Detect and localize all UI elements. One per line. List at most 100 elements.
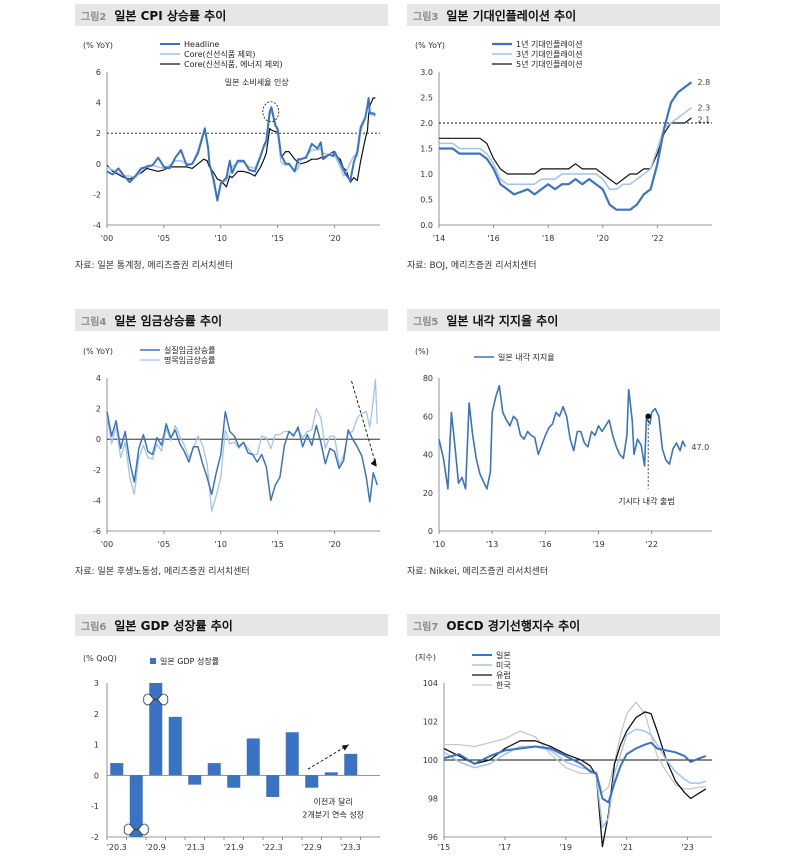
fig6-xtick-label: '20.9 [146, 843, 166, 852]
fig2-xtick-label: '15 [271, 234, 283, 243]
fig6-bar [129, 775, 143, 837]
fig7-xtick-label: '15 [438, 843, 450, 852]
fig7-legend-label: 미국 [496, 661, 511, 670]
fig2-xtick-label: '05 [158, 234, 170, 243]
fig6-header: 그림6 일본 GDP 성장률 추이 [75, 614, 388, 636]
fig6-trend-arrow-head [341, 744, 349, 751]
fig4-xtick-label: '20 [328, 540, 340, 549]
fig5-xtick-label: '10 [433, 540, 445, 549]
fig4-ytick-label: 2 [96, 405, 101, 414]
fig3-ytick-label: 0.0 [420, 221, 433, 230]
fig7-series-line [443, 711, 707, 848]
fig2-ylabel: (% YoY) [83, 41, 113, 50]
fig3-series-line [439, 81, 693, 211]
fig6-bar [168, 716, 182, 776]
fig6-ytick-label: -1 [91, 802, 99, 811]
fig7-legend-label: 유럽 [496, 671, 511, 680]
fig2-ytick-label: 0 [96, 160, 101, 169]
fig2-number: 그림2 [81, 11, 107, 23]
fig6-xtick-label: '23.3 [341, 843, 361, 852]
fig4-xtick-label: '05 [158, 540, 170, 549]
fig5-ytick-label: 40 [423, 451, 433, 460]
fig6-bar [266, 775, 280, 797]
fig6-ytick-label: 3 [94, 679, 99, 688]
fig4-source: 자료: 일본 후생노동성, 메리츠증권 리서치센터 [75, 567, 250, 577]
fig3-ytick-label: 1.5 [420, 145, 433, 154]
fig2-title: 일본 CPI 상승률 추이 [114, 8, 227, 23]
fig2-series-line [106, 97, 376, 202]
fig2-ytick-label: -4 [93, 221, 101, 230]
fig5-end-value-label: 47.0 [691, 443, 709, 452]
fig2-source: 자료: 일본 통계청, 메리츠증권 리서치센터 [75, 261, 234, 271]
fig4-ytick-label: -4 [93, 496, 101, 505]
fig3-xtick-label: '20 [597, 234, 609, 243]
fig6-ylabel: (% QoQ) [83, 654, 117, 663]
fig5-legend-label: 일본 내각 지지율 [498, 352, 555, 362]
fig2-legend-label: Core(신선식품 제외) [184, 49, 255, 59]
fig2-xtick-label: '10 [215, 234, 227, 243]
fig4-chart: (% YoY) -6 -4 -2 0 2 4 '00 '05 '10 '15 '20 실질임금상승률명목… [83, 345, 380, 549]
fig6-legend-label: 일본 GDP 성장률 [160, 656, 219, 666]
fig5-number: 그림5 [413, 316, 439, 328]
fig2-series-line [106, 97, 376, 188]
fig6-annotation-text: 이전과 달리 [314, 797, 353, 807]
fig7-series-line [443, 741, 707, 804]
fig6-title: 일본 GDP 성장률 추이 [114, 618, 233, 633]
fig7-ytick-label: 100 [423, 756, 438, 765]
fig7-ytick-label: 102 [423, 718, 438, 727]
fig6-bar [188, 775, 202, 785]
fig6-bar [207, 763, 221, 776]
fig2-legend-label: Headline [184, 40, 219, 49]
fig3-header: 그림3 일본 기대인플레이션 추이 [407, 4, 720, 26]
fig3-xtick-label: '22 [651, 234, 663, 243]
fig3-legend-label: 1년 기대인플레이션 [516, 39, 583, 49]
fig6-xtick-label: '22.3 [263, 843, 283, 852]
fig6-axis-break-marker [123, 823, 149, 836]
fig6-bar [149, 683, 163, 776]
fig4-legend-label: 명목임금상승률 [164, 355, 216, 365]
fig4-title: 일본 임금상승률 추이 [114, 313, 223, 328]
fig3-end-value-label: 2.1 [698, 115, 711, 124]
fig7-legend-label: 일본 [496, 651, 511, 660]
fig7-xtick-label: '19 [560, 843, 572, 852]
fig2-ytick-label: -2 [93, 190, 101, 199]
fig5-title: 일본 내각 지지율 추이 [446, 313, 559, 328]
fig4-ytick-label: -6 [93, 527, 101, 536]
fig6-number: 그림6 [81, 621, 107, 633]
fig4-number: 그림4 [81, 316, 107, 328]
fig3-end-value-label: 2.3 [698, 104, 711, 113]
fig5-xtick-label: '22 [646, 540, 658, 549]
fig6-bar [344, 753, 358, 776]
fig7-legend-label: 한국 [496, 681, 511, 690]
fig6-legend-swatch [150, 658, 156, 664]
fig3-source: 자료: BOJ, 메리츠증권 리서치센터 [407, 261, 537, 271]
fig3-ytick-label: 3.0 [420, 68, 433, 77]
fig6-xtick-label: '22.9 [302, 843, 322, 852]
fig4-xtick-label: '00 [101, 540, 113, 549]
fig4-header: 그림4 일본 임금상승률 추이 [75, 309, 388, 331]
fig2-annotation-text: 일본 소비세율 인상 [225, 77, 290, 87]
fig3-series-line [439, 107, 692, 191]
fig2-ytick-label: 4 [96, 99, 101, 108]
fig3-title: 일본 기대인플레이션 추이 [446, 8, 577, 23]
fig2-series-line [106, 98, 376, 200]
fig2-xtick-label: '00 [101, 234, 113, 243]
fig5-ytick-label: 0 [428, 527, 433, 536]
fig6-axis-break-marker [143, 693, 169, 706]
fig5-chart: (%) 0 20 40 60 80 '10 '13 '16 '19 '22 일본 내각 지지율 47.0… [415, 347, 712, 549]
fig3-number: 그림3 [413, 11, 439, 23]
fig5-xtick-label: '13 [486, 540, 498, 549]
fig4-ytick-label: 0 [96, 435, 101, 444]
fig3-ytick-label: 0.5 [420, 196, 433, 205]
fig7-series-line [443, 728, 707, 829]
fig7-title: OECD 경기선행지수 추이 [446, 618, 581, 633]
fig6-bar [305, 775, 319, 788]
fig6-ytick-label: 0 [94, 771, 99, 780]
fig5-annotation-text: 기시다 내각 출범 [618, 496, 675, 506]
fig6-xtick-label: '20.3 [107, 843, 127, 852]
fig4-xtick-label: '15 [271, 540, 283, 549]
fig7-xtick-label: '23 [681, 843, 693, 852]
fig4-legend-label: 실질임금상승률 [164, 345, 216, 355]
fig4-series-line [106, 378, 378, 512]
fig6-bar [324, 772, 338, 776]
